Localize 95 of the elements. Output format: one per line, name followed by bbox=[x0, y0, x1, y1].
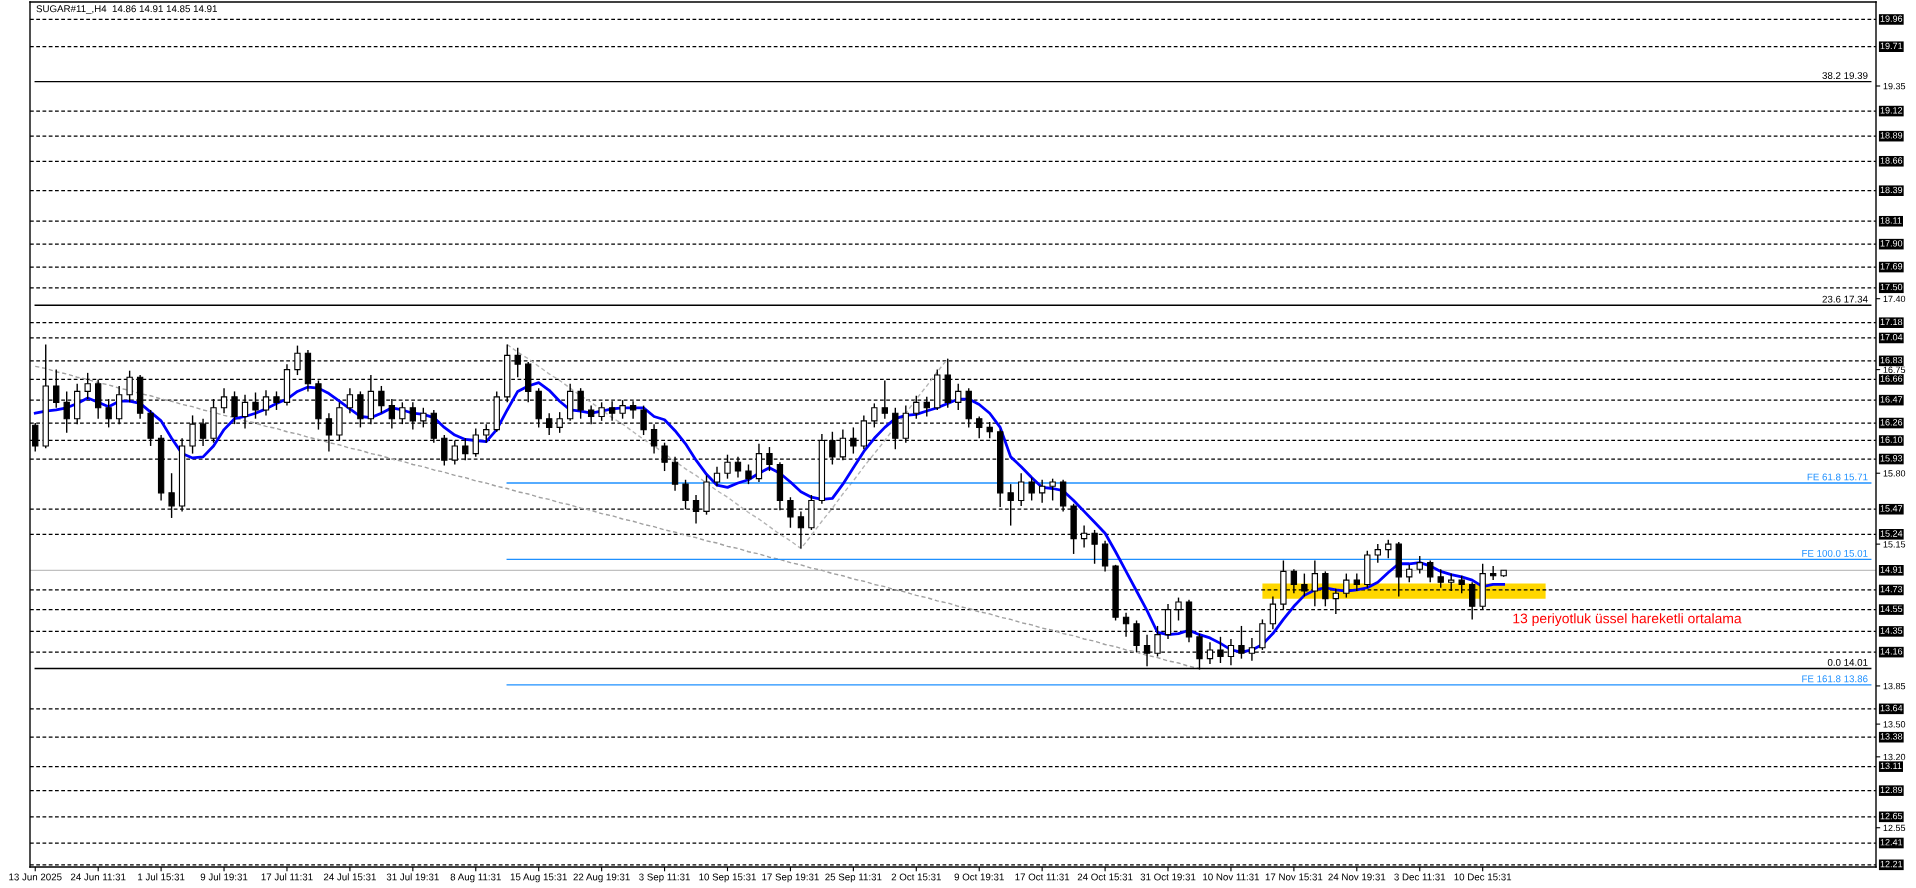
ref-line-label: 12.41 bbox=[1880, 839, 1903, 846]
candlestick bbox=[1489, 565, 1497, 581]
x-tick-label: 1 Jul 15:31 bbox=[138, 873, 185, 881]
series-label: 23.6 17.34 bbox=[1822, 295, 1868, 303]
x-tick-label: 17 Nov 15:31 bbox=[1265, 873, 1323, 881]
x-tick-label: 24 Oct 15:31 bbox=[1077, 873, 1133, 881]
series-label: 38.2 19.39 bbox=[1822, 72, 1868, 80]
x-tick-label: 31 Oct 19:31 bbox=[1140, 873, 1196, 881]
y-tick-label: 12.55 bbox=[1883, 824, 1906, 832]
ref-line-label: 14.55 bbox=[1880, 605, 1903, 612]
ref-line-label: 16.10 bbox=[1880, 436, 1903, 443]
ref-line-label: 14.73 bbox=[1880, 585, 1903, 593]
ref-line-label: 17.69 bbox=[1880, 263, 1903, 270]
candlestick bbox=[598, 401, 605, 422]
ref-line-label: 13.11 bbox=[1880, 762, 1902, 770]
ref-line-label: 19.12 bbox=[1880, 107, 1903, 114]
ref-line-label: 16.66 bbox=[1880, 375, 1903, 382]
ref-line-label: 14.16 bbox=[1880, 648, 1903, 655]
x-tick-label: 24 Jul 15:31 bbox=[323, 873, 376, 881]
candlestick bbox=[1374, 543, 1381, 564]
line-series bbox=[506, 343, 949, 550]
candlestick bbox=[671, 456, 679, 492]
candlestick bbox=[1343, 572, 1350, 599]
x-tick-label: 17 Sep 19:31 bbox=[762, 873, 819, 883]
ref-line-label: 16.83 bbox=[1880, 356, 1903, 364]
y-tick-label: 16.75 bbox=[1883, 366, 1906, 373]
ref-line-label: 18.11 bbox=[1880, 217, 1902, 224]
ref-line-label: 16.26 bbox=[1880, 419, 1903, 426]
ref-line-label: 15.24 bbox=[1880, 530, 1903, 537]
y-tick-label: 17.40 bbox=[1883, 295, 1906, 303]
x-tick-label: 31 Jul 19:31 bbox=[386, 873, 439, 881]
candlestick bbox=[745, 463, 752, 485]
ref-line-label: 17.18 bbox=[1880, 318, 1903, 326]
candlestick bbox=[734, 456, 742, 479]
ref-line-label: 18.39 bbox=[1880, 186, 1903, 194]
series-label: FE 61.8 15.71 bbox=[1807, 473, 1868, 481]
candlestick bbox=[273, 390, 280, 411]
ref-line-label: 19.96 bbox=[1880, 15, 1903, 22]
x-tick-label: 10 Sep 15:31 bbox=[699, 873, 756, 883]
candlestick bbox=[682, 479, 689, 510]
y-tick-label: 13.50 bbox=[1883, 721, 1906, 728]
ref-line-label: 15.47 bbox=[1880, 505, 1903, 512]
x-tick-label: 10 Dec 15:31 bbox=[1454, 873, 1512, 881]
x-tick-label: 9 Jul 19:31 bbox=[200, 873, 248, 881]
candlestick bbox=[1385, 539, 1392, 560]
ref-line-label: 12.21 bbox=[1880, 860, 1903, 868]
candlestick bbox=[1101, 540, 1109, 573]
ref-line-label: 17.90 bbox=[1880, 240, 1903, 247]
x-tick-label: 24 Nov 19:31 bbox=[1328, 873, 1386, 881]
candlestick bbox=[1259, 618, 1266, 651]
candlestick bbox=[472, 427, 479, 458]
candlestick bbox=[1017, 472, 1025, 507]
x-tick-label: 17 Jul 11:31 bbox=[261, 873, 313, 881]
series-label: FE 100.0 15.01 bbox=[1802, 549, 1868, 557]
candlestick bbox=[1427, 559, 1434, 583]
line-series bbox=[34, 365, 1201, 670]
x-tick-label: 15 Aug 15:31 bbox=[510, 873, 567, 883]
ref-line-label: 14.35 bbox=[1880, 627, 1903, 634]
x-tick-label: 13 Jun 2025 bbox=[9, 873, 62, 881]
ref-line-label: 17.50 bbox=[1880, 283, 1903, 291]
ref-line-label: 18.89 bbox=[1880, 132, 1903, 139]
annotation: 13 periyotluk üssel hareketli ortalama bbox=[1513, 613, 1742, 627]
y-tick-label: 15.80 bbox=[1883, 470, 1906, 477]
x-tick-label: 22 Aug 19:31 bbox=[573, 873, 630, 883]
ref-line-label: 14.91 bbox=[1880, 566, 1903, 573]
y-tick-label: 19.35 bbox=[1883, 82, 1906, 90]
y-tick-label: 15.15 bbox=[1883, 541, 1906, 548]
ref-line-label: 16.47 bbox=[1880, 396, 1903, 403]
ref-line-label: 13.38 bbox=[1880, 733, 1903, 740]
ref-line-label: 19.71 bbox=[1880, 42, 1903, 50]
x-tick-label: 10 Nov 11:31 bbox=[1203, 873, 1260, 881]
candlestick bbox=[1049, 477, 1056, 502]
series-label: 0.0 14.01 bbox=[1827, 658, 1868, 666]
candlestick bbox=[713, 465, 721, 488]
y-tick-label: 13.85 bbox=[1883, 682, 1906, 690]
x-tick-label: 17 Oct 11:31 bbox=[1015, 873, 1070, 881]
x-tick-label: 24 Jun 11:31 bbox=[70, 873, 126, 881]
ref-line-label: 18.66 bbox=[1880, 157, 1903, 164]
candlestick bbox=[1028, 476, 1035, 502]
x-tick-label: 3 Dec 11:31 bbox=[1394, 873, 1446, 881]
x-tick-label: 3 Sep 11:31 bbox=[639, 873, 690, 883]
chart-title: SUGAR#11_,H4 14.86 14.91 14.85 14.91 bbox=[36, 5, 217, 14]
x-tick-label: 9 Oct 19:31 bbox=[954, 873, 1004, 881]
x-tick-label: 2 Oct 15:31 bbox=[891, 873, 941, 881]
candlestick bbox=[1353, 572, 1360, 592]
ref-line-label: 12.89 bbox=[1880, 786, 1903, 794]
ref-line-label: 17.04 bbox=[1880, 334, 1903, 341]
y-tick-label: 13.20 bbox=[1883, 753, 1906, 761]
ref-line-label: 12.65 bbox=[1880, 812, 1903, 820]
candlestick bbox=[1038, 479, 1046, 504]
ref-line-label: 13.64 bbox=[1880, 704, 1903, 712]
ref-line-label: 15.93 bbox=[1880, 455, 1903, 462]
x-tick-label: 8 Aug 11:31 bbox=[450, 873, 501, 883]
series-label: FE 161.8 13.86 bbox=[1802, 675, 1868, 683]
x-tick-label: 25 Sep 11:31 bbox=[825, 873, 882, 883]
